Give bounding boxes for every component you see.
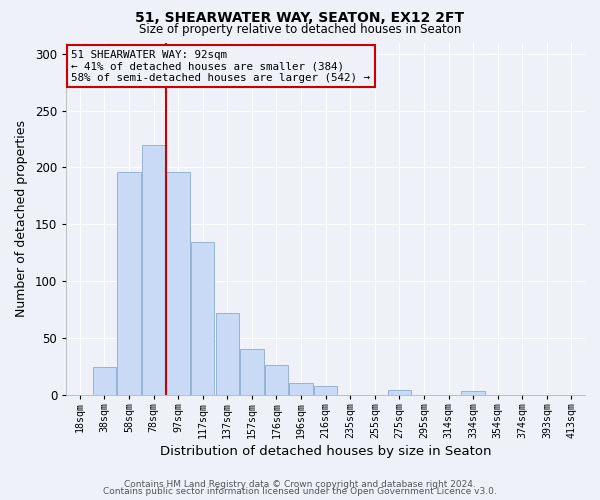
Bar [166, 172, 190, 394]
Bar [240, 349, 263, 395]
Text: Size of property relative to detached houses in Seaton: Size of property relative to detached ho… [139, 22, 461, 36]
Bar [289, 384, 313, 394]
Text: 51, SHEARWATER WAY, SEATON, EX12 2FT: 51, SHEARWATER WAY, SEATON, EX12 2FT [136, 11, 464, 25]
Bar [314, 386, 337, 394]
Bar [265, 365, 288, 394]
Bar [92, 368, 116, 394]
Bar [388, 390, 411, 394]
Text: Contains public sector information licensed under the Open Government Licence v3: Contains public sector information licen… [103, 488, 497, 496]
Bar [191, 242, 214, 394]
Bar [142, 144, 165, 394]
Text: 51 SHEARWATER WAY: 92sqm
← 41% of detached houses are smaller (384)
58% of semi-: 51 SHEARWATER WAY: 92sqm ← 41% of detach… [71, 50, 370, 82]
Y-axis label: Number of detached properties: Number of detached properties [15, 120, 28, 317]
Bar [215, 313, 239, 394]
Bar [461, 391, 485, 394]
Bar [117, 172, 140, 394]
X-axis label: Distribution of detached houses by size in Seaton: Distribution of detached houses by size … [160, 444, 491, 458]
Text: Contains HM Land Registry data © Crown copyright and database right 2024.: Contains HM Land Registry data © Crown c… [124, 480, 476, 489]
